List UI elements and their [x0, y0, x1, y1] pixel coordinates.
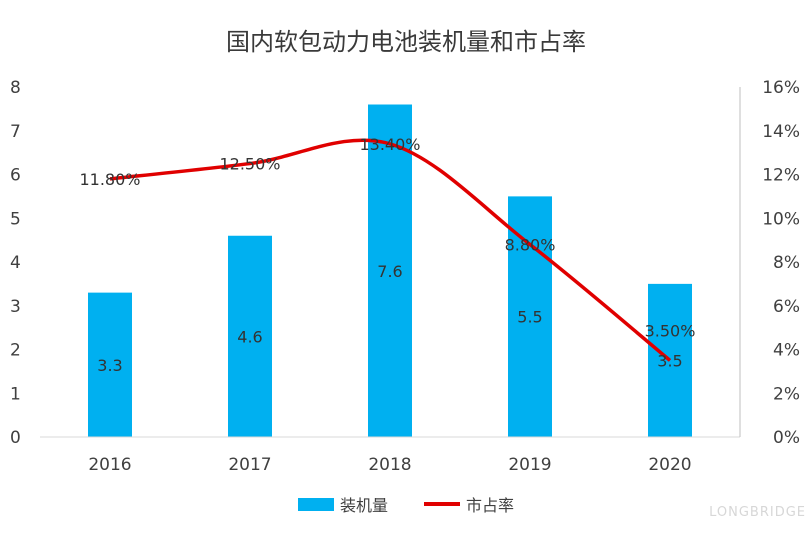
y-right-tick-label: 12% — [762, 166, 800, 186]
y-right-tick-label: 4% — [773, 341, 800, 361]
y-left-tick-label: 2 — [10, 341, 21, 361]
line-data-label: 8.80% — [505, 236, 556, 255]
series-line — [109, 138, 672, 362]
bar — [228, 235, 272, 437]
y-left-tick-label: 3 — [10, 297, 21, 317]
watermark-logo: LONGBRIDGE — [709, 505, 806, 520]
legend-bar-swatch — [297, 497, 334, 511]
y-left-tick-label: 4 — [10, 253, 21, 273]
bar-data-label: 4.6 — [237, 327, 262, 346]
line-data-label: 3.50% — [645, 321, 696, 340]
y-left-tick-label: 0 — [10, 428, 21, 448]
bar — [508, 196, 552, 437]
bar-data-label: 3.5 — [657, 351, 682, 370]
legend-line-label: 市占率 — [466, 496, 515, 515]
y-left-tick-label: 1 — [10, 384, 21, 404]
line-data-label: 11.80% — [79, 170, 140, 189]
x-tick-label: 2020 — [648, 455, 691, 475]
x-tick-label: 2019 — [508, 455, 551, 475]
y-right-tick-label: 2% — [773, 384, 800, 404]
legend-line-swatch — [424, 502, 460, 506]
y-right-tick-label: 8% — [773, 253, 800, 273]
legend: 装机量 市占率 — [0, 492, 812, 516]
y-left-tick-label: 8 — [10, 78, 21, 98]
y-right-tick-label: 0% — [773, 428, 800, 448]
y-right-tick-label: 14% — [762, 122, 800, 142]
legend-item-bar: 装机量 — [297, 492, 388, 516]
x-tick-label: 2016 — [88, 455, 131, 475]
y-right-tick-label: 16% — [762, 78, 800, 98]
y-left-tick-label: 5 — [10, 209, 21, 229]
x-tick-label: 2017 — [228, 455, 271, 475]
bar — [368, 104, 412, 437]
legend-bar-label: 装机量 — [339, 496, 388, 515]
line-data-label: 12.50% — [219, 155, 280, 174]
y-left-tick-label: 6 — [10, 166, 21, 186]
y-left-tick-label: 7 — [10, 122, 21, 142]
x-tick-label: 2018 — [368, 455, 411, 475]
bar-data-label: 5.5 — [517, 308, 542, 327]
bar-data-label: 7.6 — [377, 262, 402, 281]
y-right-tick-label: 10% — [762, 209, 800, 229]
y-right-tick-label: 6% — [773, 297, 800, 317]
line-data-label: 13.40% — [359, 135, 420, 154]
legend-item-line: 市占率 — [424, 492, 514, 516]
bar — [88, 292, 132, 437]
chart-title: 国内软包动力电池装机量和市占率 — [226, 28, 586, 56]
bar-data-label: 3.3 — [97, 356, 122, 375]
